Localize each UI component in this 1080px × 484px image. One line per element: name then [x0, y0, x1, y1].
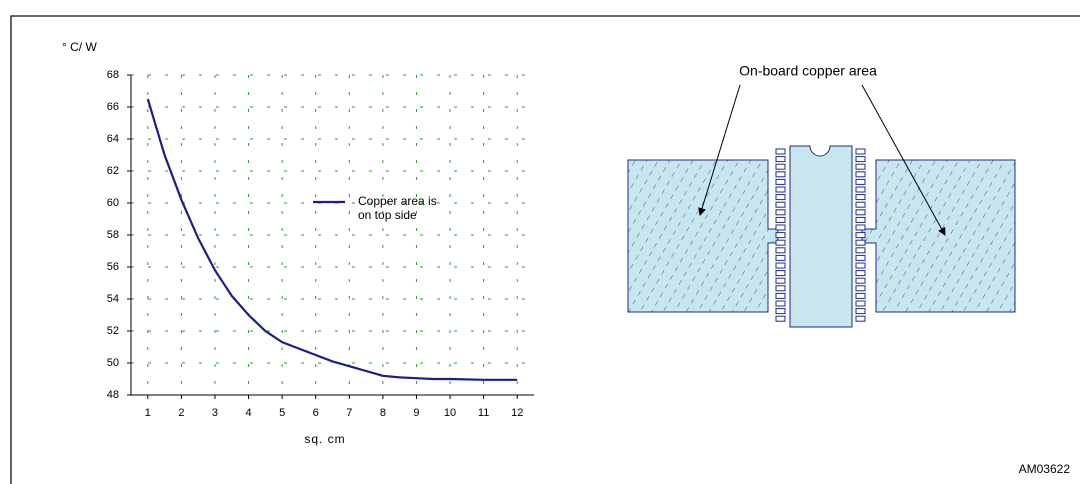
- x-tick-label: 1: [145, 407, 151, 419]
- pin: [775, 292, 786, 299]
- x-tick-label: 11: [478, 407, 489, 419]
- y-tick-label: 58: [107, 229, 119, 241]
- pin: [855, 285, 866, 292]
- pin: [855, 232, 866, 239]
- arrow: [861, 84, 946, 236]
- y-tick-label: 64: [107, 133, 119, 145]
- y-tick-label: 68: [107, 69, 119, 81]
- chip-body: [789, 145, 853, 328]
- pin: [855, 209, 866, 216]
- pin: [855, 315, 866, 322]
- diagram-label: On-board copper area: [739, 63, 877, 79]
- pin: [855, 178, 866, 185]
- pin: [855, 262, 866, 269]
- pin: [855, 270, 866, 277]
- copper-pad: [861, 159, 1016, 313]
- pin: [775, 262, 786, 269]
- pin: [775, 224, 786, 231]
- x-axis-label: sq. cm: [304, 432, 345, 446]
- pin: [855, 156, 866, 163]
- x-tick-label: 5: [279, 407, 285, 419]
- pin: [855, 300, 866, 307]
- pin: [855, 171, 866, 178]
- arrow: [698, 84, 741, 216]
- pin: [855, 224, 866, 231]
- pin: [775, 315, 786, 322]
- y-axis-label: ° C/ W: [62, 40, 97, 54]
- y-tick-label: 62: [107, 165, 119, 177]
- pin: [775, 148, 786, 155]
- x-tick-label: 8: [380, 407, 386, 419]
- x-tick-label: 7: [346, 407, 352, 419]
- pin: [775, 171, 786, 178]
- y-tick-label: 66: [107, 101, 119, 113]
- pin: [775, 156, 786, 163]
- pin: [855, 194, 866, 201]
- x-tick-label: 10: [444, 407, 456, 419]
- pin: [855, 216, 866, 223]
- x-tick-label: 3: [212, 407, 218, 419]
- pin: [855, 277, 866, 284]
- pin: [775, 285, 786, 292]
- pin: [855, 247, 866, 254]
- y-tick-label: 48: [107, 389, 119, 401]
- pin: [855, 308, 866, 315]
- pin: [775, 186, 786, 193]
- pin: [775, 300, 786, 307]
- legend-label: Copper area is on top side: [358, 194, 437, 222]
- y-tick-label: 54: [107, 293, 119, 305]
- x-tick-label: 9: [413, 407, 419, 419]
- diagram: On-board copper area: [627, 63, 1016, 328]
- pin: [855, 239, 866, 246]
- pin: [775, 178, 786, 185]
- y-tick-label: 52: [107, 325, 119, 337]
- y-tick-label: 60: [107, 197, 119, 209]
- pin: [775, 194, 786, 201]
- frame: [10, 15, 1080, 484]
- pin: [855, 186, 866, 193]
- x-tick-label: 2: [178, 407, 184, 419]
- pin: [775, 209, 786, 216]
- pin: [775, 216, 786, 223]
- pin: [775, 254, 786, 261]
- pin: [775, 277, 786, 284]
- figure-id: AM03622: [1019, 462, 1071, 476]
- x-tick-label: 12: [511, 407, 523, 419]
- y-tick-label: 56: [107, 261, 119, 273]
- pin: [855, 201, 866, 208]
- pin: [855, 292, 866, 299]
- pin: [775, 308, 786, 315]
- pin: [855, 254, 866, 261]
- pin: [775, 270, 786, 277]
- pin: [775, 247, 786, 254]
- series-line: [146, 98, 518, 381]
- pin: [775, 232, 786, 239]
- pin: [855, 163, 866, 170]
- pin: [775, 163, 786, 170]
- x-tick-label: 6: [313, 407, 319, 419]
- y-tick-label: 50: [107, 357, 119, 369]
- x-tick-label: 4: [245, 407, 251, 419]
- pin: [855, 148, 866, 155]
- copper-pad: [627, 159, 779, 313]
- pin: [775, 201, 786, 208]
- pin: [775, 239, 786, 246]
